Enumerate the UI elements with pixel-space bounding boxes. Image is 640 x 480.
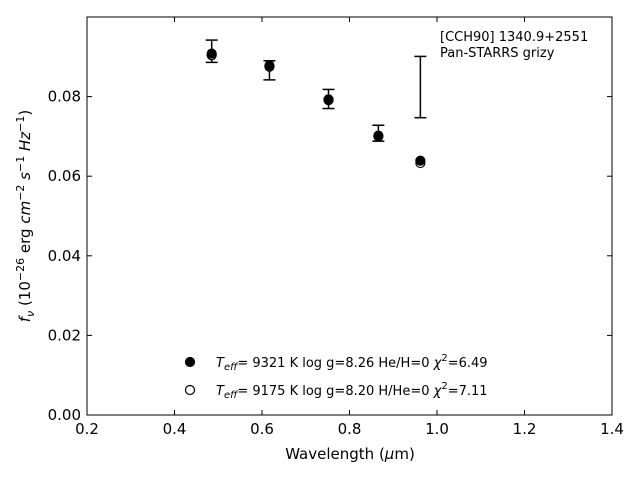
y-tick-label: 0.08 — [48, 88, 81, 106]
legend-marker — [184, 356, 196, 368]
annotation-survey-name: Pan-STARRS grizy — [440, 46, 555, 61]
point-filled — [323, 94, 334, 105]
y-tick-label: 0.04 — [48, 247, 81, 265]
x-tick-label: 0.8 — [338, 420, 362, 438]
legend-label: Teff= 9321 K log g=8.26 He/H=0 χ2=6.49 — [216, 353, 488, 373]
axis-ticks: 0.2 0.4 0.6 0.8 1.0 1.2 1.4 0.00 0.02 0.04 0.06 0.0… — [48, 17, 624, 438]
x-tick-label: 0.6 — [250, 420, 274, 438]
x-tick-label: 1.0 — [425, 420, 449, 438]
x-tick-label: 1.4 — [600, 420, 624, 438]
error-bar — [414, 55, 427, 119]
legend: Teff= 9321 K log g=8.26 He/H=0 χ2=6.49 Te… — [184, 353, 488, 401]
y-tick-label: 0.06 — [48, 167, 81, 185]
x-axis-label: Wavelength (μm) — [285, 445, 415, 463]
x-tick-label: 1.2 — [513, 420, 537, 438]
point-filled — [264, 60, 275, 71]
x-tick-label: 0.2 — [75, 420, 99, 438]
annotation-object-name: [CCH90] 1340.9+2551 — [440, 30, 588, 45]
legend-entry: Teff= 9175 K log g=8.20 H/He=0 χ2=7.11 — [184, 381, 488, 401]
data-points — [206, 48, 426, 169]
legend-label: Teff= 9175 K log g=8.20 H/He=0 χ2=7.11 — [216, 381, 488, 401]
y-axis-label: fν (10−26 erg cm−2 s−1 Hz−1) — [14, 110, 37, 323]
y-tick-label: 0.02 — [48, 326, 81, 344]
point-filled — [373, 130, 384, 141]
point-filled — [415, 155, 426, 166]
legend-marker — [184, 384, 196, 396]
x-tick-label: 0.4 — [163, 420, 187, 438]
error-bars — [205, 39, 427, 142]
legend-entry: Teff= 9321 K log g=8.26 He/H=0 χ2=6.49 — [184, 353, 488, 373]
point-filled — [206, 48, 217, 59]
y-tick-label: 0.00 — [48, 406, 81, 424]
